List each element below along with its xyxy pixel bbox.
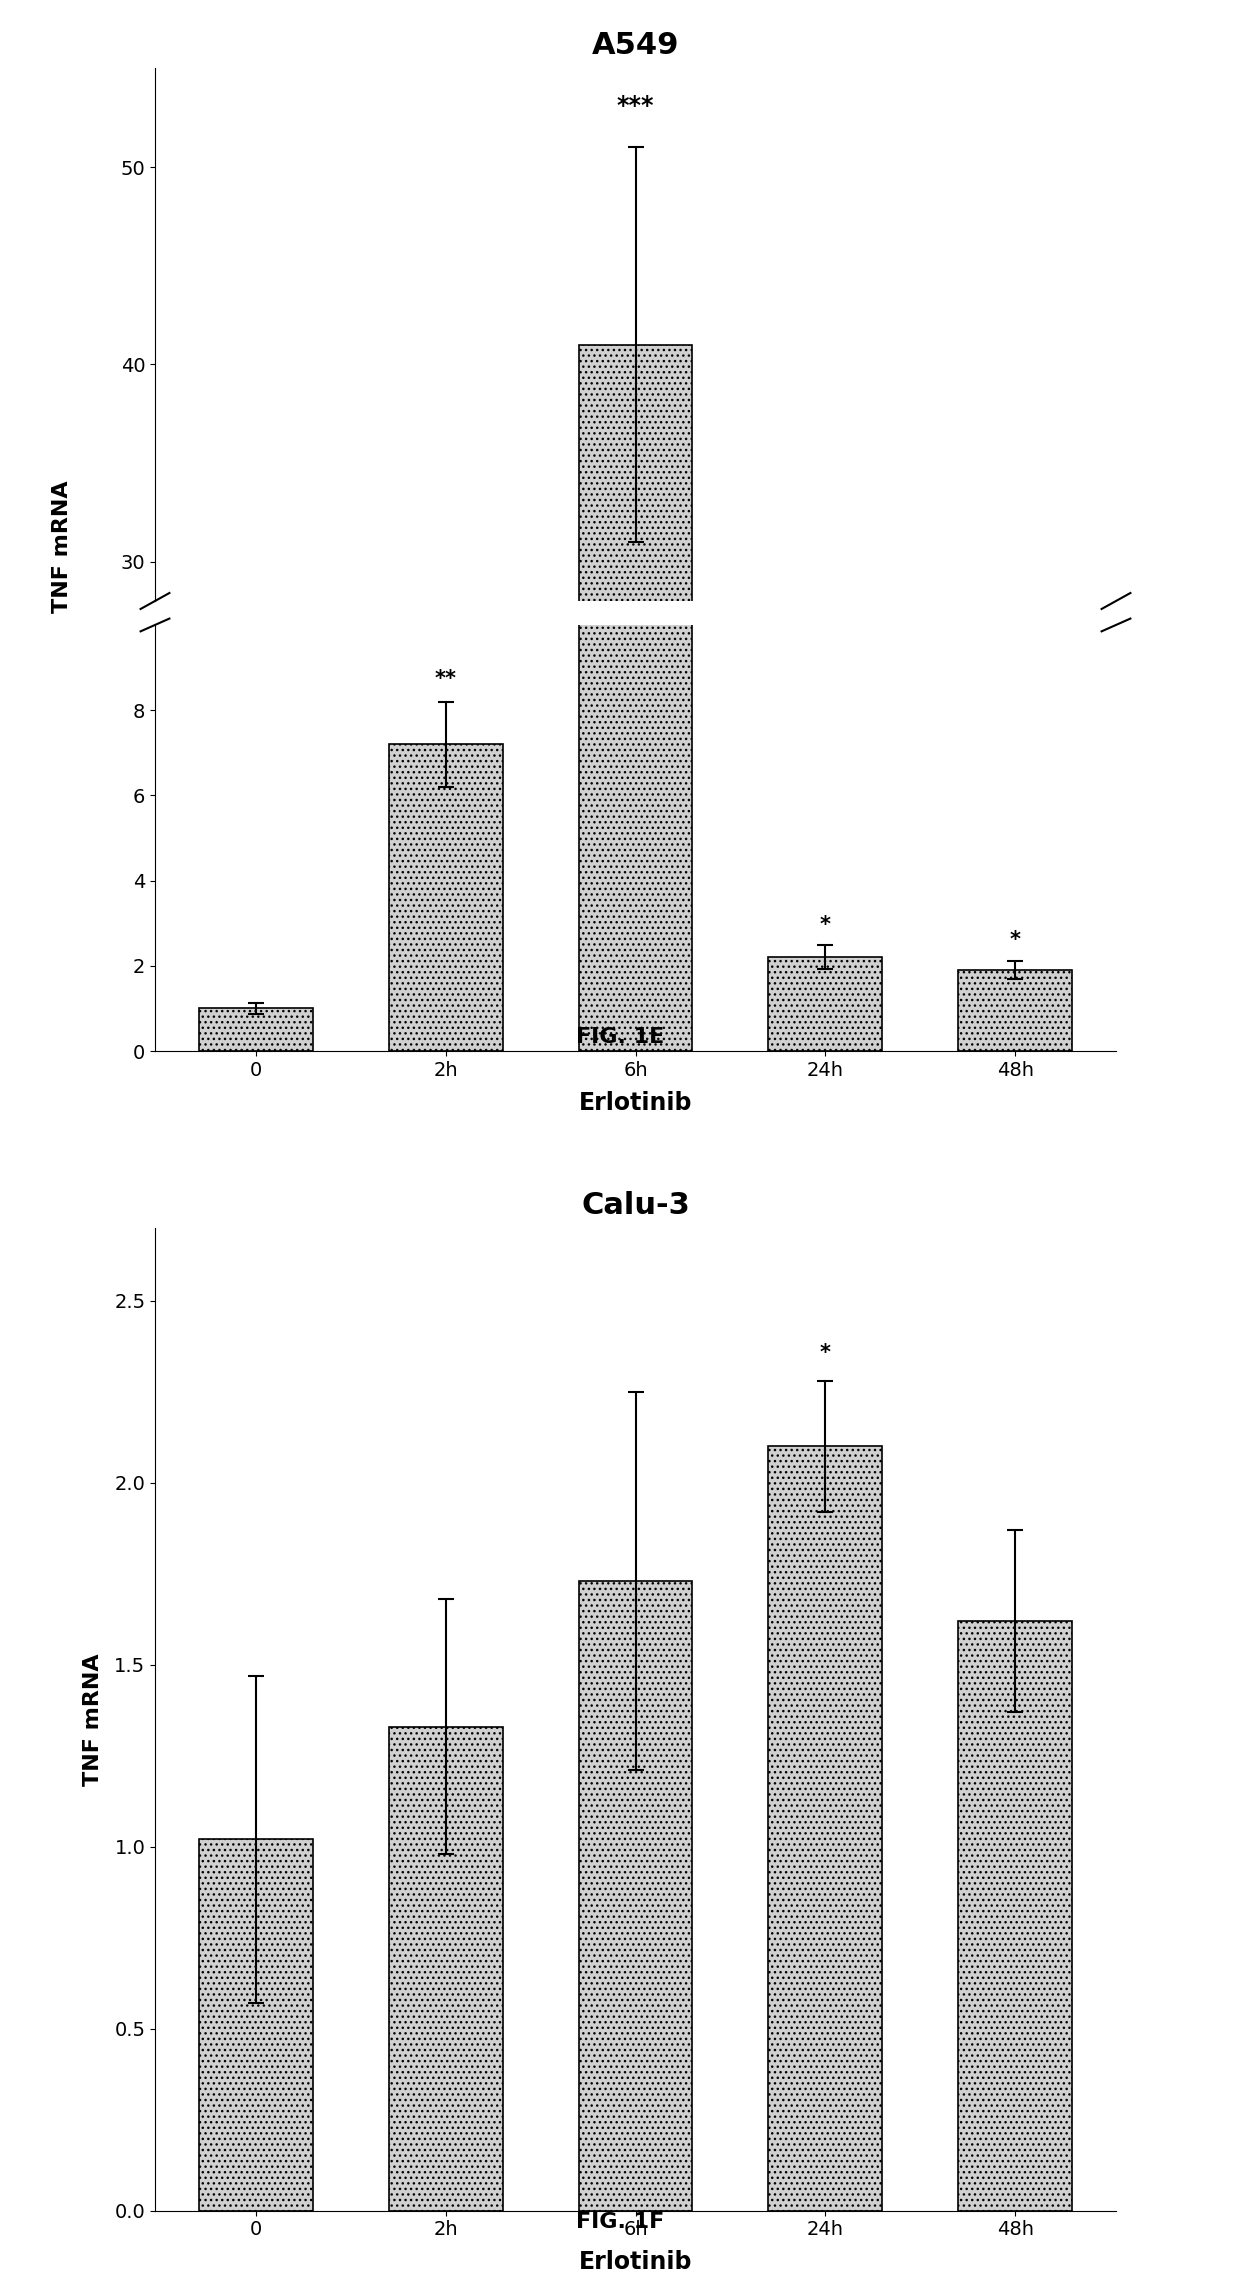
Bar bbox=[959, 1117, 1073, 1153]
X-axis label: Erlotinib: Erlotinib bbox=[579, 2249, 692, 2274]
Bar bbox=[579, 0, 692, 1051]
Bar bbox=[388, 1727, 502, 2211]
Bar bbox=[769, 1110, 883, 1153]
Bar bbox=[198, 1839, 312, 2211]
Title: A549: A549 bbox=[591, 32, 680, 62]
Bar bbox=[388, 1012, 502, 1153]
Bar bbox=[198, 1133, 312, 1153]
Text: FIG. 1E: FIG. 1E bbox=[575, 1028, 665, 1046]
Bar bbox=[198, 1007, 312, 1051]
Text: *: * bbox=[820, 914, 831, 934]
Text: **: ** bbox=[434, 668, 456, 688]
Bar bbox=[388, 745, 502, 1051]
Text: *: * bbox=[1009, 930, 1021, 950]
Bar bbox=[959, 971, 1073, 1051]
Text: TNF mRNA: TNF mRNA bbox=[52, 481, 72, 613]
Bar bbox=[769, 957, 883, 1051]
Bar bbox=[959, 1620, 1073, 2211]
Title: Calu-3: Calu-3 bbox=[582, 1192, 689, 1219]
Y-axis label: TNF mRNA: TNF mRNA bbox=[83, 1652, 103, 1787]
Text: *: * bbox=[820, 1342, 831, 1363]
Bar bbox=[769, 1447, 883, 2211]
Bar bbox=[579, 344, 692, 1153]
Text: ***: *** bbox=[616, 93, 655, 119]
Bar bbox=[579, 1582, 692, 2211]
X-axis label: Erlotinib: Erlotinib bbox=[579, 1092, 692, 1114]
Text: FIG. 1F: FIG. 1F bbox=[575, 2213, 665, 2231]
